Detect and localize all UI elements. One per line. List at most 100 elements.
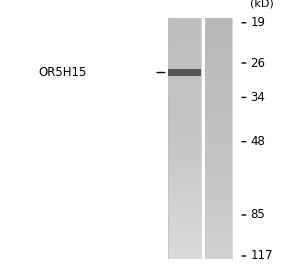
Bar (205, 231, 232, 232)
Bar (168, 29, 201, 30)
Bar (205, 254, 232, 255)
Bar (205, 58, 232, 59)
Bar (205, 146, 232, 147)
Bar (168, 156, 201, 157)
Bar (168, 49, 201, 50)
Bar (205, 72, 232, 73)
Bar (168, 158, 201, 159)
Bar (168, 202, 201, 203)
Bar (205, 144, 232, 145)
Bar (168, 186, 201, 187)
Bar (205, 130, 232, 131)
Bar (205, 62, 232, 63)
Bar (168, 136, 201, 137)
Bar (205, 48, 232, 49)
Bar (205, 242, 232, 243)
Bar (205, 46, 232, 48)
Bar (205, 210, 232, 211)
Bar (205, 223, 232, 224)
Bar (168, 125, 201, 126)
Bar (205, 251, 232, 252)
Bar (168, 188, 201, 189)
Bar (168, 43, 201, 44)
Bar (168, 113, 201, 114)
Bar (205, 92, 232, 93)
Bar (168, 85, 201, 86)
Bar (205, 105, 232, 106)
Bar (205, 190, 232, 191)
Bar (205, 143, 232, 144)
Bar (205, 174, 232, 175)
Bar (205, 79, 232, 80)
Bar (205, 78, 232, 79)
Bar (205, 61, 232, 62)
Bar (168, 166, 201, 167)
Bar (168, 189, 201, 190)
Bar (205, 66, 232, 67)
Bar (205, 93, 232, 94)
Bar (168, 110, 201, 111)
Bar (168, 157, 201, 158)
Bar (168, 54, 201, 55)
Bar (168, 151, 201, 152)
Bar (168, 206, 201, 207)
Bar (205, 129, 232, 130)
Text: 34: 34 (250, 91, 265, 104)
Bar (205, 177, 232, 178)
Text: 117: 117 (250, 249, 273, 262)
Bar (205, 156, 232, 157)
Bar (205, 248, 232, 249)
Bar (205, 181, 232, 182)
Bar (168, 106, 201, 107)
Bar (168, 90, 201, 91)
Bar (205, 38, 232, 39)
Bar (205, 222, 232, 223)
Bar (168, 149, 201, 150)
Bar (205, 166, 232, 167)
Bar (168, 193, 201, 194)
Bar (168, 146, 201, 147)
Bar (168, 227, 201, 228)
Bar (168, 58, 201, 59)
Bar (168, 145, 201, 146)
Bar (168, 27, 201, 28)
Bar (168, 42, 201, 43)
Bar (205, 89, 232, 90)
Bar (205, 221, 232, 222)
Bar (205, 147, 232, 148)
Bar (205, 121, 232, 122)
Bar (205, 71, 232, 72)
Bar (205, 180, 232, 181)
Bar (205, 94, 232, 95)
Bar (168, 218, 201, 219)
Bar (205, 95, 232, 96)
Bar (205, 193, 232, 194)
Bar (168, 100, 201, 101)
Bar (168, 172, 201, 173)
Bar (205, 103, 232, 104)
Bar (168, 88, 201, 89)
Bar (205, 28, 232, 29)
Bar (168, 213, 201, 214)
Bar (168, 153, 201, 154)
Bar (168, 152, 201, 153)
Bar (205, 150, 232, 151)
Bar (205, 43, 232, 44)
Bar (168, 44, 201, 45)
Bar (205, 18, 232, 19)
Bar (205, 134, 232, 135)
Bar (168, 53, 201, 54)
Bar (205, 194, 232, 195)
Bar (168, 28, 201, 29)
Bar (168, 45, 201, 46)
Bar (168, 251, 201, 252)
Bar (205, 80, 232, 81)
Bar (168, 99, 201, 100)
Bar (168, 51, 201, 52)
Bar (168, 253, 201, 254)
Bar (205, 39, 232, 40)
Bar (205, 179, 232, 180)
Bar (168, 198, 201, 199)
Bar (168, 78, 201, 79)
Bar (205, 111, 232, 112)
